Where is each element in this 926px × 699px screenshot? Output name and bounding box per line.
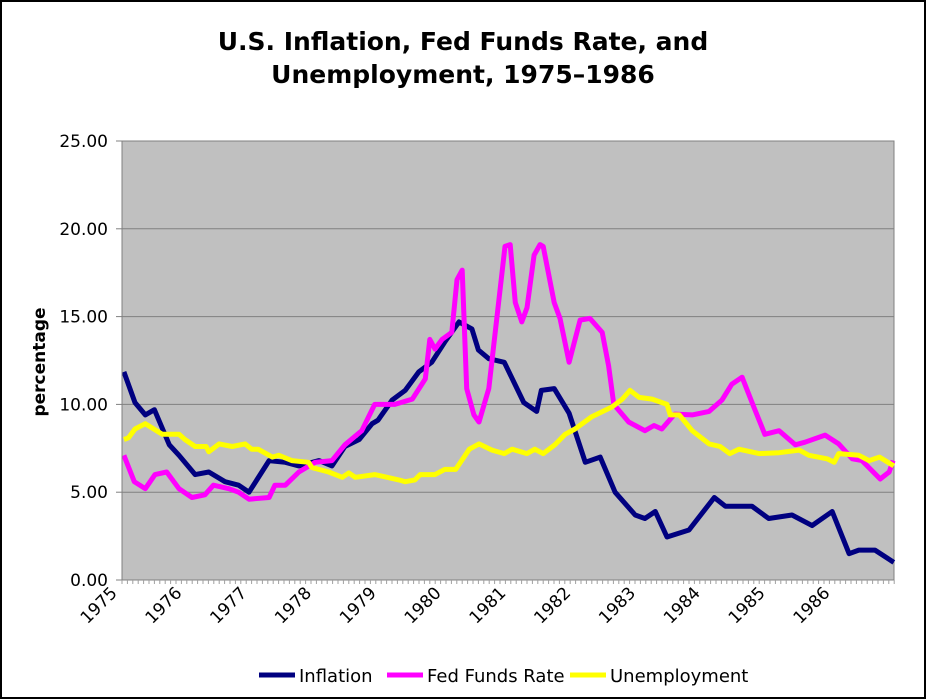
y-tick-label: 5.00 xyxy=(70,483,108,503)
y-tick-label: 15.00 xyxy=(59,308,108,328)
x-tick-label: 1982 xyxy=(530,583,575,628)
legend-label: Inflation xyxy=(299,666,373,687)
x-tick-label: 1981 xyxy=(466,583,511,628)
x-tick-label: 1978 xyxy=(271,583,316,628)
chart-title-line-1: U.S. Inflation, Fed Funds Rate, and xyxy=(218,27,709,56)
series-line-unemployment xyxy=(123,387,896,485)
chart-title-line-2: Unemployment, 1975–1986 xyxy=(271,60,655,89)
x-tick-label: 1983 xyxy=(595,583,640,628)
y-axis-label: percentage xyxy=(30,307,50,416)
x-tick-label: 1979 xyxy=(336,583,381,628)
y-tick-label: 10.00 xyxy=(59,395,108,415)
x-tick-label: 1980 xyxy=(401,583,446,628)
x-tick-label: 1986 xyxy=(790,583,835,628)
x-tick-label: 1977 xyxy=(206,583,251,628)
series-line-fed-funds-rate xyxy=(121,242,896,502)
series-line-inflation xyxy=(121,319,896,565)
y-tick-label: 0.00 xyxy=(70,571,108,591)
legend-label: Fed Funds Rate xyxy=(427,666,565,687)
legend: Inflation Fed Funds Rate Unemployment xyxy=(259,666,748,687)
x-tick-label: 1985 xyxy=(725,583,770,628)
x-tick-label: 1976 xyxy=(142,583,187,628)
x-tick-label: 1984 xyxy=(660,583,705,628)
y-tick-label: 25.00 xyxy=(59,132,108,152)
legend-label: Unemployment xyxy=(610,666,748,687)
plot-area xyxy=(121,140,895,581)
y-tick-label: 20.00 xyxy=(59,220,108,240)
